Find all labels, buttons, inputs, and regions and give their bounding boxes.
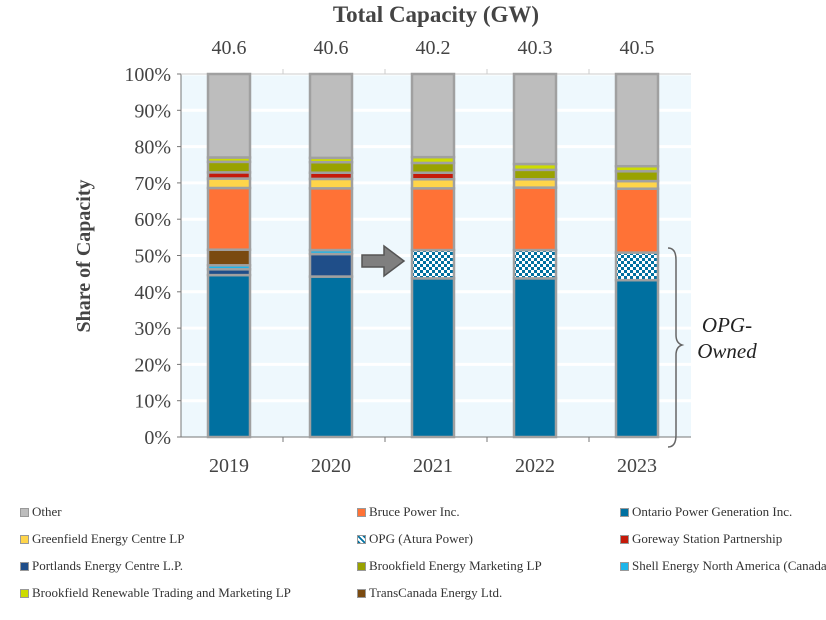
y-tick-label: 40% — [134, 282, 171, 304]
legend-swatch — [20, 534, 29, 544]
y-tick-label: 20% — [134, 354, 171, 376]
bar-segment-bruce-power-inc- — [206, 186, 252, 251]
bar-segment-brookfield-energy-marketing-lp — [206, 160, 252, 174]
bar-segment-greenfield-energy-centre-lp — [512, 178, 558, 189]
y-tick-label: 0% — [144, 427, 171, 449]
bar-segment-bruce-power-inc- — [410, 187, 456, 252]
bar-segment-other — [410, 72, 456, 159]
top-axis-title: Total Capacity (GW) — [333, 2, 539, 27]
legend-item: Brookfield Energy Marketing LP — [357, 558, 542, 574]
bar-segment-bruce-power-inc- — [614, 187, 660, 254]
legend-item: Bruce Power Inc. — [357, 504, 460, 520]
bar-segment-other — [512, 72, 558, 166]
legend-swatch — [20, 588, 29, 598]
x-tick-label: 2019 — [209, 455, 249, 477]
bar-segment-portlands-energy-centre-l-p- — [308, 252, 354, 278]
bar-segment-other — [206, 72, 252, 159]
bar-segment-ontario-power-generation-inc- — [206, 273, 252, 439]
legend-swatch — [620, 561, 629, 571]
legend-label: OPG (Atura Power) — [369, 531, 473, 546]
legend-item: Goreway Station Partnership — [620, 531, 782, 547]
bar-segment-bruce-power-inc- — [512, 186, 558, 252]
legend-swatch — [357, 507, 366, 517]
y-tick-label: 30% — [134, 318, 171, 340]
y-tick-label: 60% — [134, 209, 171, 231]
legend-label: Other — [32, 504, 62, 519]
bar-segment-greenfield-energy-centre-lp — [410, 178, 456, 190]
chart-svg: 0% 10% 20% 30% 40% 50% 60% 70% 80% 90% 100% Total C… — [73, 2, 757, 477]
legend-swatch — [620, 534, 629, 544]
legend-item: OPG (Atura Power) — [357, 531, 473, 547]
bar-segment-opg-atura-power- — [410, 248, 456, 280]
bar-segment-ontario-power-generation-inc- — [614, 278, 660, 439]
legend-label: Brookfield Renewable Trading and Marketi… — [32, 585, 291, 600]
y-tick-label: 50% — [134, 246, 171, 268]
legend-item: Greenfield Energy Centre LP — [20, 531, 184, 547]
x-tick-label: 2022 — [515, 455, 555, 477]
legend-label: Brookfield Energy Marketing LP — [369, 558, 542, 573]
top-axis-value: 40.6 — [314, 37, 349, 59]
y-tick-label: 90% — [134, 100, 171, 122]
bar-segment-ontario-power-generation-inc- — [308, 275, 354, 439]
legend-label: Portlands Energy Centre L.P. — [32, 558, 184, 573]
x-tick-label: 2021 — [413, 455, 453, 477]
legend-swatch — [357, 534, 366, 544]
y-tick-label: 100% — [124, 64, 171, 86]
top-axis-value: 40.3 — [518, 37, 553, 59]
legend-label: Greenfield Energy Centre LP — [32, 531, 185, 546]
y-tick-label: 10% — [134, 391, 171, 413]
legend-label: Shell Energy North America (Canada) Inc. — [632, 558, 826, 573]
legend-item: Other — [20, 504, 62, 520]
bar-segment-other — [614, 72, 660, 168]
legend-label: Ontario Power Generation Inc. — [632, 504, 793, 519]
y-tick-label: 80% — [134, 137, 171, 159]
legend-label: Bruce Power Inc. — [369, 504, 460, 519]
bar-segment-greenfield-energy-centre-lp — [206, 177, 252, 190]
bar-segment-brookfield-energy-marketing-lp — [308, 160, 354, 174]
bar-segment-bruce-power-inc- — [308, 187, 354, 252]
arrow-icon — [361, 244, 406, 278]
x-tick-label: 2020 — [311, 455, 351, 477]
legend-item: Portlands Energy Centre L.P. — [20, 558, 183, 574]
brace-label-line2: Owned — [697, 339, 757, 363]
brace-label-line1: OPG- — [702, 313, 752, 337]
legend-item: Shell Energy North America (Canada) Inc. — [620, 558, 826, 574]
top-axis-value: 40.6 — [212, 37, 247, 59]
top-axis-value: 40.5 — [620, 37, 655, 59]
bar-segment-other — [308, 72, 354, 160]
legend-swatch — [20, 507, 29, 517]
legend-swatch — [357, 588, 366, 598]
y-axis-title: Share of Capacity — [73, 180, 95, 333]
bar-segment-ontario-power-generation-inc- — [410, 277, 456, 439]
legend-label: Goreway Station Partnership — [632, 531, 783, 546]
bar-segment-ontario-power-generation-inc- — [512, 277, 558, 439]
legend-label: TransCanada Energy Ltd. — [369, 585, 503, 600]
legend-item: TransCanada Energy Ltd. — [357, 585, 502, 601]
bar-segment-brookfield-energy-marketing-lp — [512, 168, 558, 181]
legend-item: Ontario Power Generation Inc. — [620, 504, 792, 520]
bar-segment-transcanada-energy-ltd- — [206, 248, 252, 267]
bar-segment-greenfield-energy-centre-lp — [308, 177, 354, 190]
bar-segment-brookfield-energy-marketing-lp — [614, 170, 660, 183]
bar-segment-brookfield-energy-marketing-lp — [410, 161, 456, 174]
bar-segment-opg-atura-power- — [512, 248, 558, 280]
legend-swatch — [620, 507, 629, 517]
bar-segment-opg-atura-power- — [614, 251, 660, 282]
legend-item: Brookfield Renewable Trading and Marketi… — [20, 585, 291, 601]
x-tick-label: 2023 — [617, 455, 657, 477]
legend-swatch — [20, 561, 29, 571]
brace — [667, 247, 685, 448]
y-tick-label: 70% — [134, 173, 171, 195]
top-axis-value: 40.2 — [416, 37, 451, 59]
legend-swatch — [357, 561, 366, 571]
